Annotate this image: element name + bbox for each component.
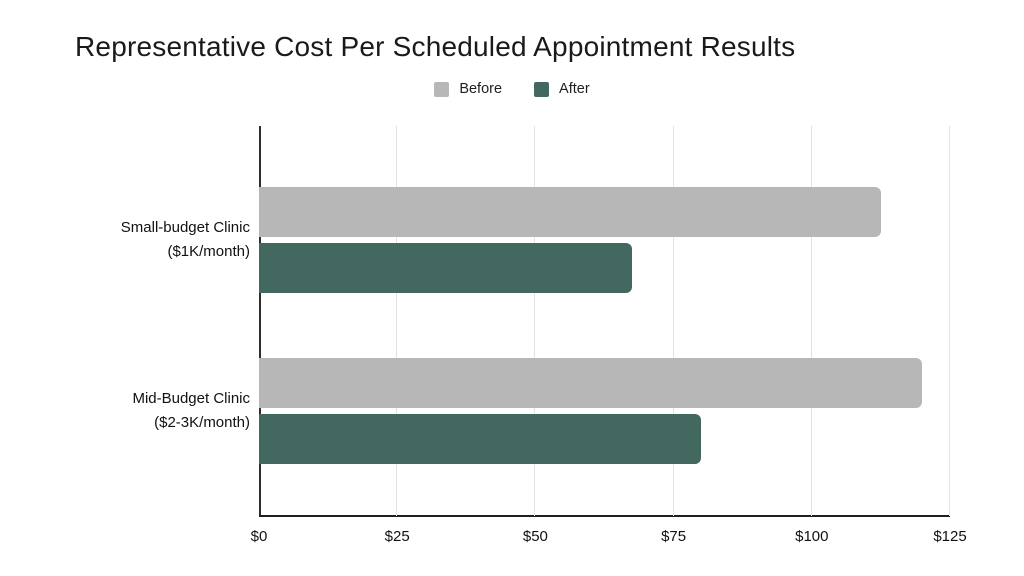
y-axis-line xyxy=(259,126,261,516)
legend-item-after: After xyxy=(534,81,590,97)
x-tick-label: $50 xyxy=(522,528,548,545)
x-tick-label: $100 xyxy=(795,528,829,545)
x-tick-label: $125 xyxy=(933,528,967,545)
x-tick-label: $0 xyxy=(250,528,268,545)
gridline xyxy=(673,126,674,516)
x-tick-label: $25 xyxy=(384,528,410,545)
bar-after-category-1 xyxy=(259,414,702,464)
chart-title: Representative Cost Per Scheduled Appoin… xyxy=(75,31,796,62)
plot-area xyxy=(259,126,950,517)
category-label-1: Mid-Budget Clinic ($2-3K/month) xyxy=(54,387,250,435)
category-label-line: ($2-3K/month) xyxy=(154,414,250,431)
x-axis-line xyxy=(259,515,950,517)
category-label-line: Mid-Budget Clinic xyxy=(132,390,250,407)
legend-label-after: After xyxy=(559,81,590,97)
category-label-line: ($1K/month) xyxy=(167,243,250,260)
legend-swatch-after-icon xyxy=(534,81,550,97)
gridline xyxy=(534,126,535,516)
bar-before-category-1 xyxy=(259,358,923,408)
x-tick-label: $75 xyxy=(661,528,687,545)
bar-before-category-0 xyxy=(259,187,881,237)
legend-label-before: Before xyxy=(459,81,503,97)
gridline xyxy=(811,126,812,516)
legend-item-before: Before xyxy=(434,81,502,97)
bar-after-category-0 xyxy=(259,243,633,293)
category-label-0: Small-budget Clinic ($1K/month) xyxy=(54,216,250,264)
legend: Before After xyxy=(0,81,1024,97)
category-label-line: Small-budget Clinic xyxy=(120,219,250,236)
gridline xyxy=(949,126,950,516)
legend-swatch-before-icon xyxy=(434,81,450,97)
gridline xyxy=(396,126,397,516)
